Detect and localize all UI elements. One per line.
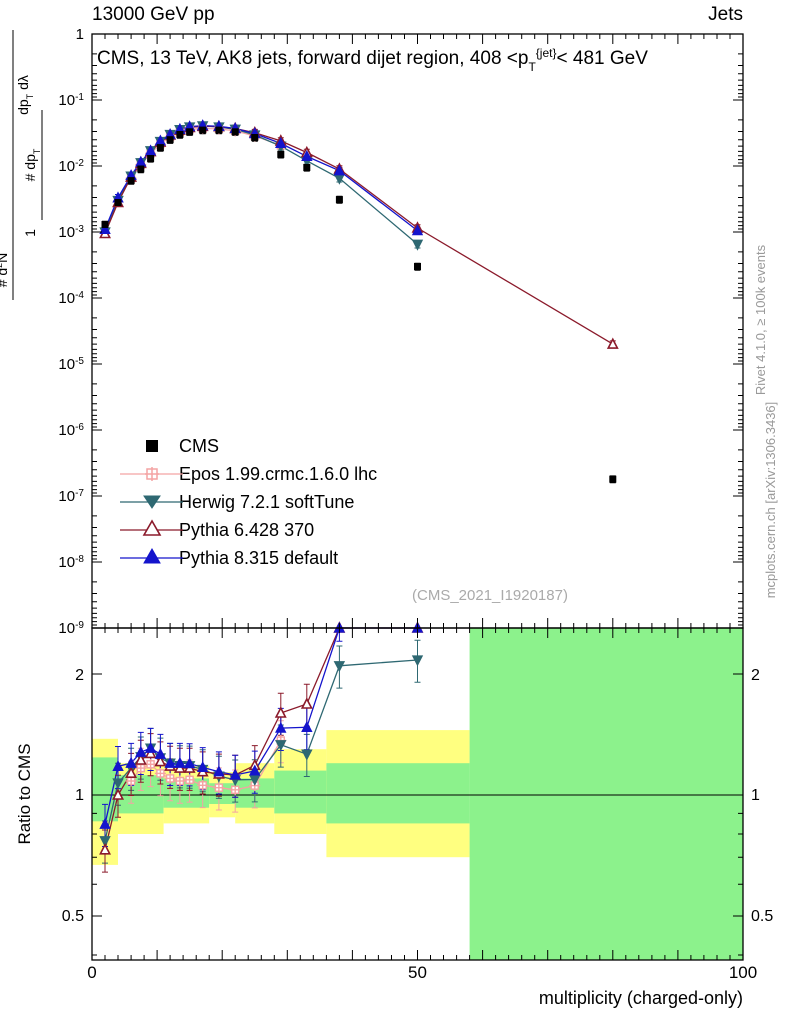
svg-text:dpT dλ: dpT dλ <box>15 75 35 115</box>
svg-text:Rivet 4.1.0, ≥ 100k events: Rivet 4.1.0, ≥ 100k events <box>753 244 768 395</box>
svg-text:CMS: CMS <box>179 436 219 456</box>
svg-text:0.5: 0.5 <box>62 908 84 925</box>
svg-text:CMS, 13 TeV, AK8 jets, forward: CMS, 13 TeV, AK8 jets, forward dijet reg… <box>97 46 648 74</box>
svg-text:10-8: 10-8 <box>58 554 84 572</box>
svg-text:Epos 1.99.crmc.1.6.0 lhc: Epos 1.99.crmc.1.6.0 lhc <box>179 464 377 484</box>
svg-text:10-6: 10-6 <box>58 422 84 440</box>
svg-text:Pythia 8.315 default: Pythia 8.315 default <box>179 548 338 568</box>
svg-text:10-1: 10-1 <box>58 92 84 110</box>
svg-text:Herwig 7.2.1 softTune: Herwig 7.2.1 softTune <box>179 492 354 512</box>
svg-text:Ratio to CMS: Ratio to CMS <box>15 743 34 844</box>
svg-text:10-3: 10-3 <box>58 224 84 242</box>
svg-text:10-2: 10-2 <box>58 158 84 176</box>
svg-text:50: 50 <box>408 963 427 982</box>
svg-text:100: 100 <box>729 963 757 982</box>
svg-text:10-7: 10-7 <box>58 488 84 506</box>
svg-text:13000 GeV pp: 13000 GeV pp <box>92 4 215 25</box>
svg-text:1: 1 <box>751 787 760 804</box>
svg-text:# d2N: # d2N <box>0 253 10 288</box>
svg-text:1: 1 <box>22 229 38 237</box>
svg-text:(CMS_2021_I1920187): (CMS_2021_I1920187) <box>412 587 568 604</box>
svg-text:0: 0 <box>87 963 96 982</box>
svg-text:10-5: 10-5 <box>58 356 84 374</box>
svg-text:2: 2 <box>751 667 760 684</box>
svg-text:Jets: Jets <box>708 4 743 25</box>
svg-text:mcplots.cern.ch [arXiv:1306.34: mcplots.cern.ch [arXiv:1306.3436] <box>763 402 778 599</box>
svg-text:2: 2 <box>75 667 84 684</box>
svg-text:10-9: 10-9 <box>58 620 84 638</box>
svg-text:Pythia 6.428 370: Pythia 6.428 370 <box>179 520 314 540</box>
svg-text:0.5: 0.5 <box>751 908 773 925</box>
svg-text:# dpT: # dpT <box>22 148 42 181</box>
svg-text:1: 1 <box>75 787 84 804</box>
svg-text:1: 1 <box>76 26 84 43</box>
svg-text:10-4: 10-4 <box>58 290 84 308</box>
svg-text:multiplicity (charged-only): multiplicity (charged-only) <box>539 988 743 1008</box>
